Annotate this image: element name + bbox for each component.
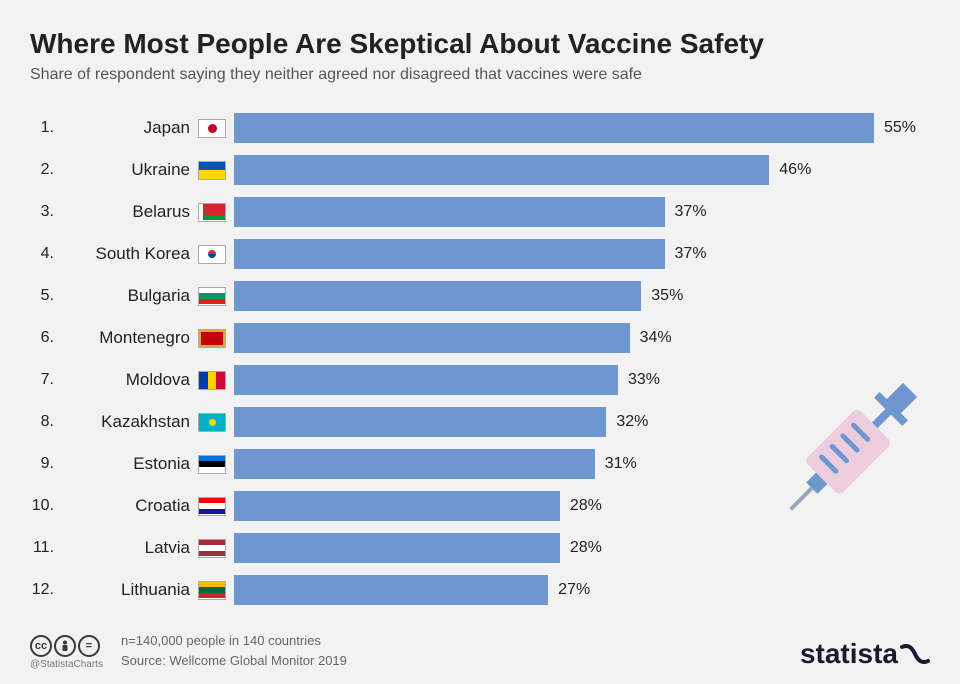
value-label: 35% (651, 287, 683, 305)
bar (234, 533, 560, 563)
footnotes: n=140,000 people in 140 countries Source… (121, 631, 347, 670)
rank-label: 9. (30, 455, 58, 473)
bar-row: 6. Montenegro 34% (30, 318, 930, 358)
rank-label: 3. (30, 203, 58, 221)
country-label: Bulgaria (58, 286, 198, 306)
bar (234, 155, 769, 185)
cc-icon: cc (30, 635, 52, 657)
rank-label: 11. (30, 539, 58, 557)
bar (234, 197, 665, 227)
footer: cc = @StatistaCharts n=140,000 people in… (30, 631, 930, 670)
chart-subtitle: Share of respondent saying they neither … (30, 66, 930, 84)
country-label: Kazakhstan (58, 412, 198, 432)
flag-icon (198, 119, 226, 138)
country-label: Montenegro (58, 328, 198, 348)
bar-row: 2. Ukraine 46% (30, 150, 930, 190)
flag-icon (198, 539, 226, 558)
bar (234, 491, 560, 521)
rank-label: 2. (30, 161, 58, 179)
by-icon (54, 635, 76, 657)
sample-size: n=140,000 people in 140 countries (121, 631, 347, 651)
flag-icon (198, 413, 226, 432)
country-label: Estonia (58, 454, 198, 474)
value-label: 33% (628, 371, 660, 389)
rank-label: 8. (30, 413, 58, 431)
bar (234, 407, 606, 437)
chart-title: Where Most People Are Skeptical About Va… (30, 28, 930, 60)
cc-license-icons: cc = (30, 635, 103, 657)
country-label: Belarus (58, 202, 198, 222)
rank-label: 4. (30, 245, 58, 263)
value-label: 34% (640, 329, 672, 347)
rank-label: 6. (30, 329, 58, 347)
nd-icon: = (78, 635, 100, 657)
value-label: 31% (605, 455, 637, 473)
country-label: Ukraine (58, 160, 198, 180)
bar-row: 3. Belarus 37% (30, 192, 930, 232)
country-label: Latvia (58, 538, 198, 558)
country-label: Moldova (58, 370, 198, 390)
country-label: South Korea (58, 244, 198, 264)
flag-icon (198, 329, 226, 348)
syringe-icon (760, 360, 940, 540)
bar-row: 4. South Korea 37% (30, 234, 930, 274)
flag-icon (198, 287, 226, 306)
value-label: 46% (779, 161, 811, 179)
bar-row: 12. Lithuania 27% (30, 570, 930, 610)
bar (234, 323, 630, 353)
country-label: Croatia (58, 496, 198, 516)
value-label: 32% (616, 413, 648, 431)
bar-row: 1. Japan 55% (30, 108, 930, 148)
value-label: 37% (675, 203, 707, 221)
country-label: Lithuania (58, 580, 198, 600)
country-label: Japan (58, 118, 198, 138)
rank-label: 7. (30, 371, 58, 389)
rank-label: 10. (30, 497, 58, 515)
bar (234, 113, 874, 143)
bar (234, 281, 641, 311)
flag-icon (198, 245, 226, 264)
bar (234, 449, 595, 479)
flag-icon (198, 497, 226, 516)
flag-icon (198, 455, 226, 474)
bar (234, 239, 665, 269)
twitter-handle: @StatistaCharts (30, 659, 103, 670)
rank-label: 12. (30, 581, 58, 599)
bar-row: 5. Bulgaria 35% (30, 276, 930, 316)
flag-icon (198, 203, 226, 222)
flag-icon (198, 161, 226, 180)
flag-icon (198, 371, 226, 390)
statista-logo: statista (800, 638, 930, 670)
source-line: Source: Wellcome Global Monitor 2019 (121, 651, 347, 671)
value-label: 27% (558, 581, 590, 599)
flag-icon (198, 581, 226, 600)
rank-label: 1. (30, 119, 58, 137)
value-label: 28% (570, 497, 602, 515)
rank-label: 5. (30, 287, 58, 305)
bar (234, 575, 548, 605)
bar (234, 365, 618, 395)
value-label: 37% (675, 245, 707, 263)
value-label: 28% (570, 539, 602, 557)
value-label: 55% (884, 119, 916, 137)
